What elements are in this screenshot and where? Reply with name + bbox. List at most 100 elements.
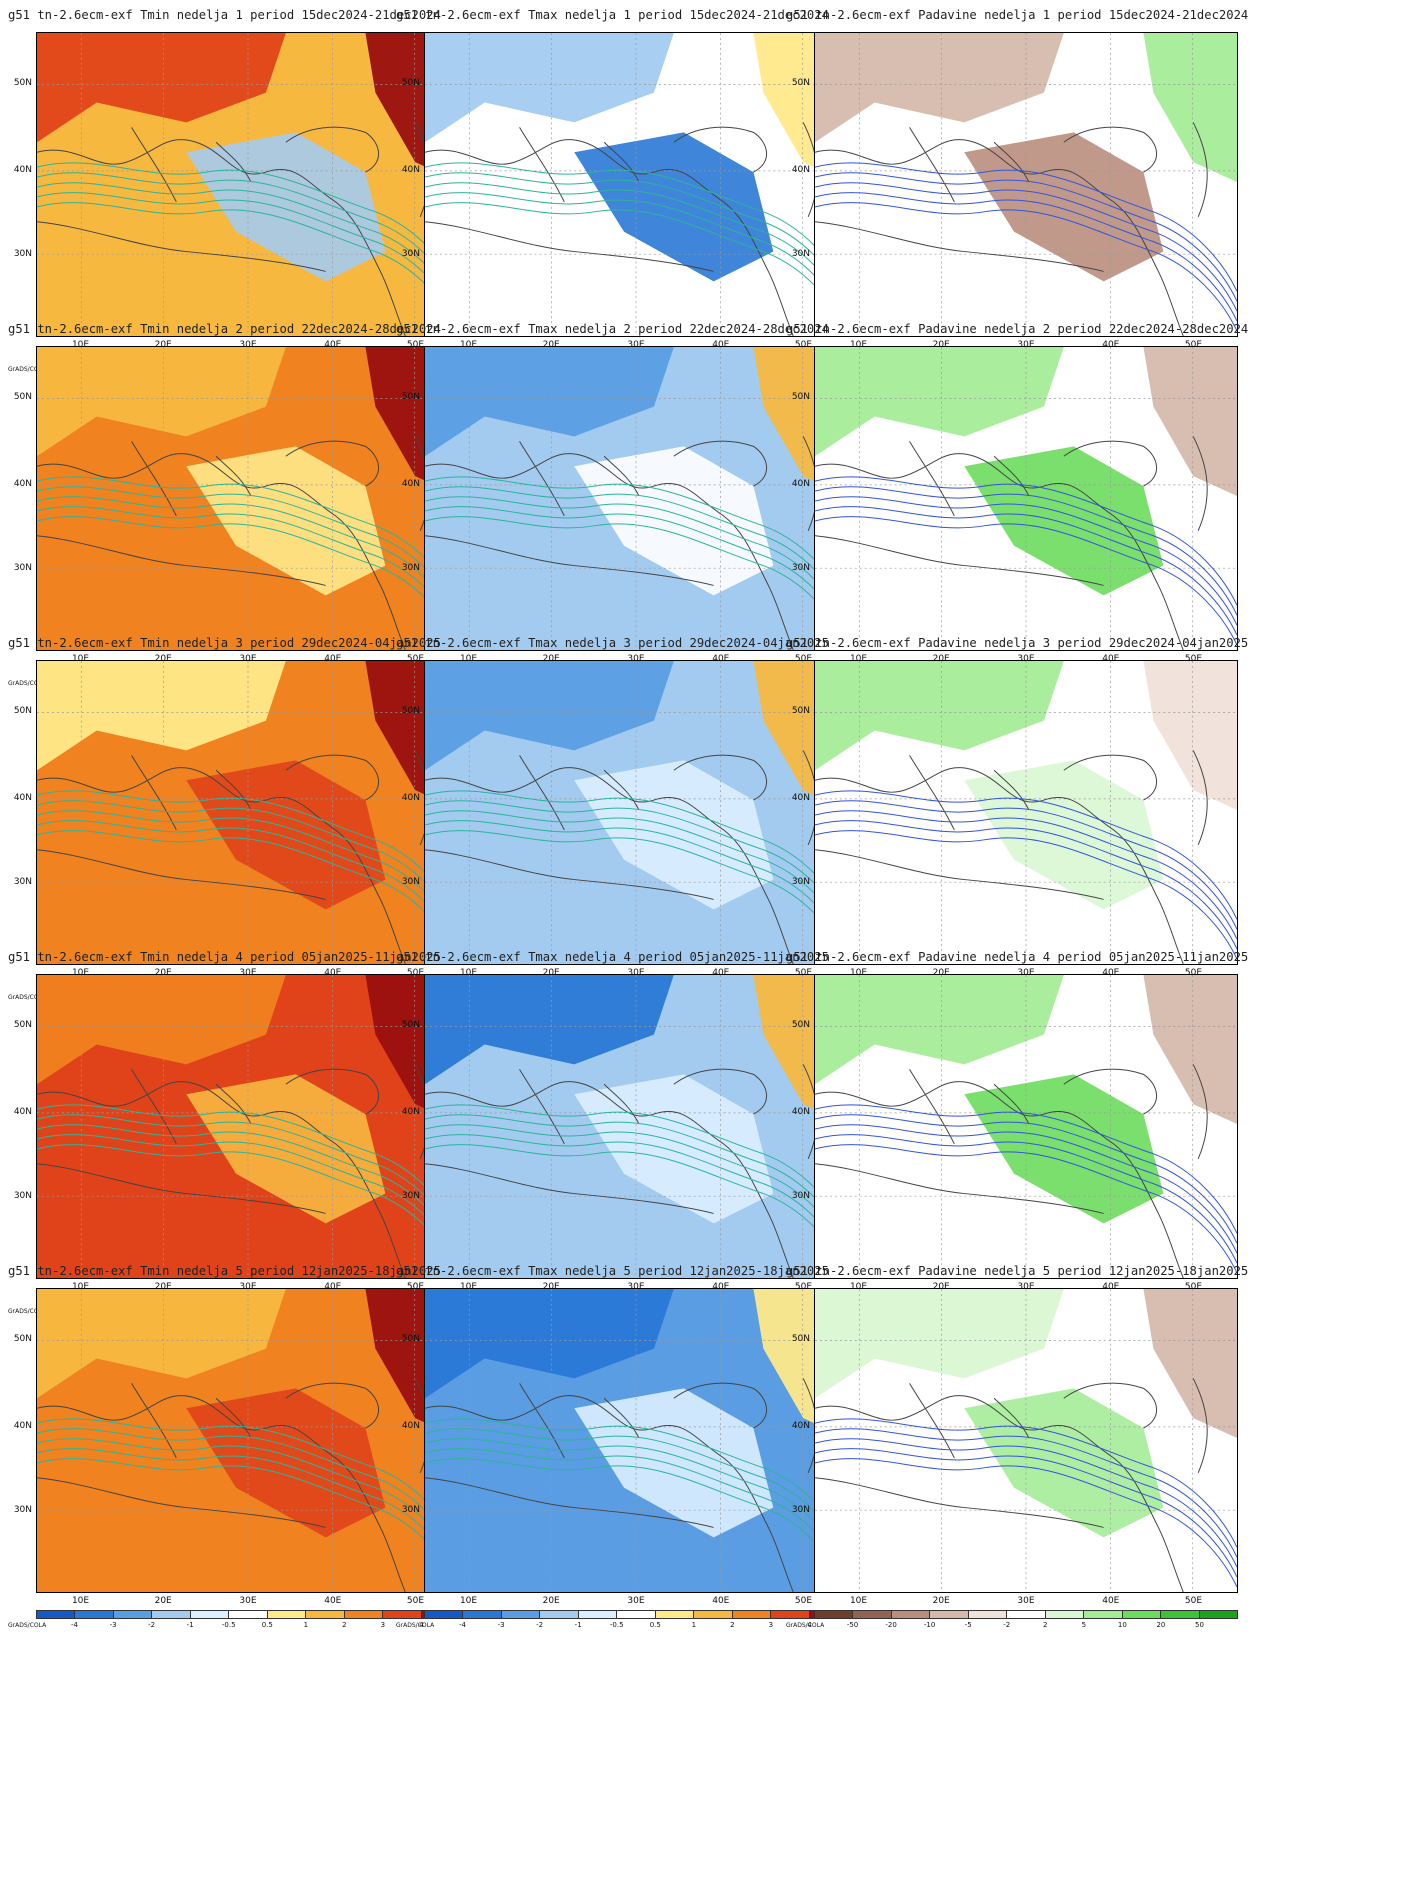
anomaly-region (425, 33, 674, 143)
coastline (425, 535, 714, 586)
contour-line (425, 496, 847, 626)
coastline (815, 1477, 1104, 1528)
lon-tick-label: 30E (1017, 1282, 1035, 1292)
contour-line (815, 1428, 1237, 1558)
coastline (815, 1163, 1104, 1214)
panel-title: g51 tn-2.6ecm-exf Padavine nedelja 2 per… (786, 322, 1249, 336)
contour-line (37, 496, 459, 626)
lon-tick-label: 10E (459, 340, 478, 350)
panel-title: g51 tn-2.6ecm-exf Padavine nedelja 1 per… (786, 8, 1249, 22)
colorbar-label: 3 (380, 1621, 386, 1629)
coastline (815, 535, 1104, 586)
lon-tick-label: 30E (1017, 968, 1035, 978)
panel-title: g51 tn-2.6ecm-exf Tmax nedelja 3 period … (396, 636, 829, 650)
map-panel: g51 tn-2.6ecm-exf Tmin nedelja 1 period … (0, 4, 466, 380)
colorbar-label: -2 (1003, 1621, 1011, 1629)
contour-line (37, 162, 459, 292)
contour-line (815, 172, 1237, 302)
coastline (425, 139, 794, 336)
grads-credit: GrADS/COLA (8, 1308, 47, 1315)
lat-tick-label: 30N (791, 248, 810, 259)
contour-line (37, 810, 459, 940)
lat-tick-label: 30N (791, 562, 810, 573)
coastline (37, 849, 326, 900)
grads-credit: GrADS/COLA (396, 1622, 435, 1629)
grads-credit: GrADS/COLA (8, 1622, 47, 1629)
anomaly-region (964, 1074, 1164, 1224)
coastline (131, 755, 177, 831)
contour-line (815, 1438, 1237, 1568)
colorbar-bin (1199, 1611, 1237, 1618)
contour-line (37, 516, 459, 646)
anomaly-region (425, 347, 674, 457)
contour-line (425, 182, 847, 312)
anomaly-region (574, 132, 774, 282)
lat-tick-label: 40N (401, 1106, 420, 1117)
lon-tick-label: 20E (932, 1596, 950, 1606)
lat-tick-label: 30N (791, 876, 810, 887)
contour-line (425, 202, 847, 332)
coastline (425, 849, 714, 900)
lat-tick-label: 40N (13, 1106, 32, 1117)
coastline (519, 755, 565, 831)
map-area (814, 346, 1238, 651)
contour-line (815, 506, 1237, 636)
contour-line (37, 182, 459, 312)
map-plot (37, 1289, 459, 1592)
contour-line (815, 800, 1237, 930)
contour-line (425, 800, 847, 930)
contour-line (425, 1134, 847, 1264)
colorbar-bin (1161, 1611, 1200, 1618)
lon-tick-label: 30E (239, 1282, 257, 1292)
colorbar-bin (344, 1611, 384, 1618)
anomaly-region (815, 347, 1064, 457)
grads-credit: GrADS/COLA (786, 1622, 825, 1629)
lon-tick-label: 10E (459, 1596, 478, 1606)
coastline (993, 141, 1030, 183)
lon-tick-label: 20E (154, 1596, 172, 1606)
lon-tick-label: 20E (932, 654, 950, 664)
lat-tick-label: 50N (791, 391, 810, 402)
map-area (814, 1288, 1238, 1593)
lon-tick-label: 50E (794, 1596, 813, 1606)
coastline (603, 141, 640, 183)
coastline (425, 767, 794, 964)
contour-line (425, 172, 847, 302)
coastline (1063, 754, 1158, 801)
colorbar-label: -50 (846, 1621, 859, 1629)
lon-tick-label: 50E (1184, 654, 1203, 664)
contour-line (37, 1114, 459, 1244)
contour-line (37, 800, 459, 930)
map-panel: g51 tn-2.6ecm-exf Padavine nedelja 4 per… (778, 946, 1248, 1322)
contour-line (425, 476, 847, 606)
contour-line (425, 790, 847, 920)
lat-tick-label: 40N (13, 164, 32, 175)
lon-tick-label: 50E (1184, 340, 1203, 350)
coastline (425, 1477, 714, 1528)
contour-line (425, 1448, 847, 1578)
colorbar-label: 5 (1081, 1621, 1087, 1629)
contour-line (37, 1438, 459, 1568)
map-plot (37, 33, 459, 336)
coastline (37, 1163, 326, 1214)
lon-tick-label: 40E (324, 340, 342, 350)
contour-line (37, 192, 459, 322)
anomaly-region (186, 760, 386, 910)
contour-line (37, 476, 459, 606)
contour-line (425, 192, 847, 322)
map-plot (815, 975, 1237, 1278)
colorbar-label: 3 (768, 1621, 774, 1629)
coastline (1063, 126, 1158, 173)
anomaly-region (574, 1388, 774, 1538)
lon-tick-label: 40E (324, 1596, 342, 1606)
colorbar-bin (578, 1611, 618, 1618)
colorbar-bin (815, 1611, 854, 1618)
map-area (36, 1288, 460, 1593)
anomaly-region (815, 975, 1064, 1085)
lat-tick-label: 50N (401, 1019, 420, 1030)
lat-tick-label: 40N (791, 1106, 810, 1117)
lon-tick-label: 50E (794, 340, 813, 350)
colorbar-bin (37, 1611, 76, 1618)
anomaly-region (964, 132, 1164, 282)
coastline (37, 221, 326, 272)
